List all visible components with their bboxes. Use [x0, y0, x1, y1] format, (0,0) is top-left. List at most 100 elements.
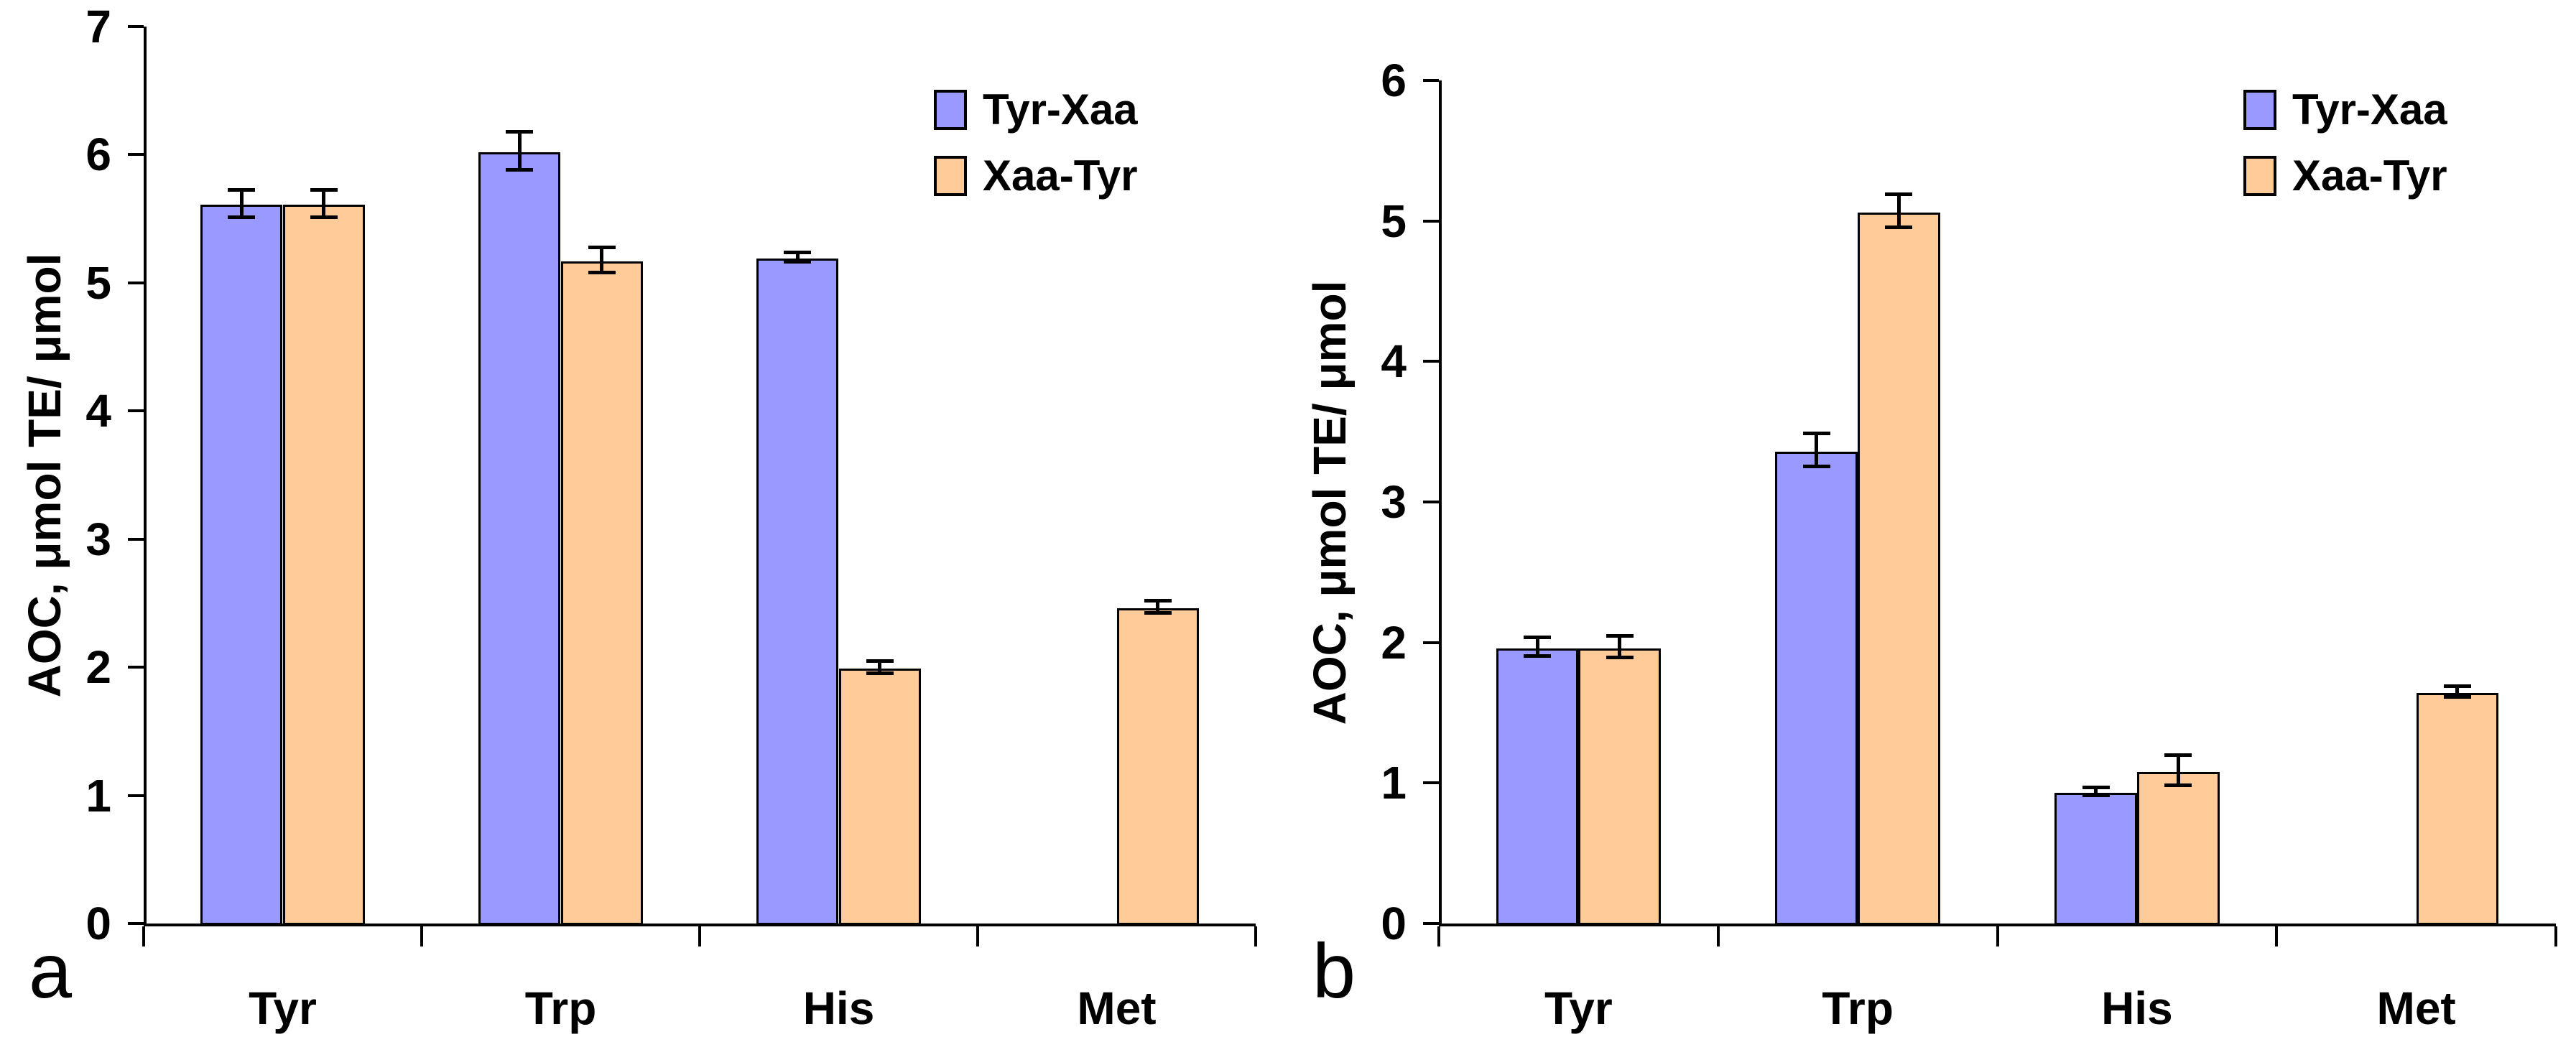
y-axis-tick	[1423, 79, 1439, 82]
x-axis-tick	[1254, 926, 1257, 946]
error-bar-cap-bottom	[1802, 465, 1830, 469]
chart-panel-a: AOC, μmol TE/ μmol 0 1 2 3 4 5 6 7 Tyr Trp His Met …	[19, 1, 1257, 1034]
y-tick-label: 6	[1381, 55, 1407, 106]
legend-item-tyr-xaa: Tyr-Xaa	[2243, 88, 2447, 132]
y-tick-label: 4	[85, 385, 111, 437]
y-tick-label: 0	[1381, 898, 1407, 949]
chart-panel-b: AOC, μmol TE/ μmol 0 1 2 3 4 5 6 Tyr Trp His Met T…	[1288, 0, 2576, 1042]
error-bar-cap-bottom	[1524, 654, 1552, 659]
error-bar-cap-bottom	[1885, 225, 1913, 230]
y-axis-tick	[128, 153, 144, 157]
legend-label: Tyr-Xaa	[983, 85, 1138, 134]
y-axis-tick	[1423, 219, 1439, 223]
x-axis-tick	[420, 926, 423, 946]
y-tick-label: 5	[1381, 195, 1407, 247]
x-axis-line	[1439, 924, 2556, 926]
bar-xaa-tyr-tyr	[282, 205, 365, 925]
bar-xaa-tyr-his	[838, 669, 921, 925]
error-bar-cap-top	[1524, 635, 1552, 639]
error-bar-cap-bottom	[2082, 793, 2110, 797]
error-bar-cap-top	[1606, 633, 1634, 638]
error-bar	[517, 131, 522, 170]
error-bar-cap-bottom	[866, 671, 894, 676]
error-bar	[2176, 755, 2180, 786]
x-axis-tick	[142, 926, 145, 946]
error-bar	[795, 252, 800, 263]
error-bar-cap-bottom	[588, 270, 616, 274]
legend-label: Xaa-Tyr	[983, 152, 1138, 200]
plot-area: 0 1 2 3 4 5 6 Tyr Trp His Met	[1288, 0, 2576, 1042]
bar-xaa-tyr-met	[2416, 693, 2499, 925]
y-axis-tick	[128, 25, 144, 28]
error-bar	[322, 189, 326, 218]
error-bar-cap-bottom	[228, 215, 256, 219]
error-bar	[1815, 433, 1819, 467]
bar-xaa-tyr-met	[1116, 608, 1199, 925]
bar-xaa-tyr-his	[2136, 771, 2220, 925]
legend-label: Xaa-Tyr	[2292, 152, 2447, 200]
plot-area: 0 1 2 3 4 5 6 7 Tyr Trp His Met	[85, 1, 1257, 1034]
x-axis-tick	[2275, 926, 2279, 946]
error-bar-cap-top	[2443, 684, 2471, 689]
y-tick-label: 2	[85, 641, 111, 694]
x-axis-tick	[1996, 926, 1999, 946]
error-bar	[878, 661, 882, 674]
y-tick-label: 5	[85, 256, 111, 309]
y-axis-tick	[128, 537, 144, 541]
bar-tyr-xaa-his	[2054, 793, 2137, 925]
y-axis-tick	[128, 666, 144, 669]
error-bar	[600, 246, 604, 273]
legend-swatch-xaa-tyr	[2243, 156, 2276, 196]
y-axis-line	[144, 27, 147, 926]
bar-tyr-xaa-tyr	[1496, 648, 1579, 925]
error-bar-cap-bottom	[1606, 656, 1634, 660]
legend-item-tyr-xaa: Tyr-Xaa	[934, 88, 1138, 132]
error-bar-cap-top	[1885, 192, 1913, 197]
error-bar-cap-top	[2082, 786, 2110, 790]
y-axis-tick	[1423, 360, 1439, 363]
legend-swatch-xaa-tyr	[934, 156, 967, 196]
x-axis-tick	[2554, 926, 2557, 946]
legend-swatch-tyr-xaa	[2243, 90, 2276, 130]
error-bar-cap-bottom	[310, 215, 338, 219]
y-tick-label: 4	[1381, 335, 1407, 388]
bar-tyr-xaa-trp	[1775, 451, 1858, 925]
y-tick-label: 1	[1381, 757, 1407, 809]
y-tick-label: 7	[85, 1, 111, 52]
x-category-label: Trp	[1822, 982, 1894, 1034]
error-bar-cap-top	[228, 187, 256, 192]
legend-swatch-tyr-xaa	[934, 90, 967, 130]
y-axis-line	[1439, 80, 1442, 926]
error-bar	[1896, 194, 1901, 228]
error-bar-cap-bottom	[2164, 783, 2192, 788]
legend: Tyr-Xaa Xaa-Tyr	[934, 88, 1138, 198]
y-axis-tick	[1423, 641, 1439, 644]
y-axis-tick	[128, 409, 144, 413]
x-axis-tick	[1437, 926, 1440, 946]
error-bar-cap-top	[866, 659, 894, 664]
error-bar-cap-bottom	[506, 167, 534, 172]
x-category-label: Met	[2376, 982, 2456, 1034]
y-tick-label: 3	[1381, 476, 1407, 528]
bar-tyr-xaa-his	[756, 259, 839, 925]
y-tick-label: 0	[85, 898, 111, 949]
x-category-label: Met	[1077, 982, 1157, 1034]
error-bar-cap-top	[1144, 599, 1172, 603]
y-tick-label: 3	[85, 513, 111, 565]
y-tick-label: 1	[85, 769, 111, 822]
x-category-label: Trp	[524, 982, 597, 1034]
y-tick-label: 2	[1381, 616, 1407, 669]
legend: Tyr-Xaa Xaa-Tyr	[2243, 88, 2447, 198]
x-axis-tick	[1716, 926, 1720, 946]
legend-label: Tyr-Xaa	[2292, 85, 2447, 134]
error-bar	[2455, 686, 2460, 697]
error-bar	[1618, 635, 1622, 659]
bar-xaa-tyr-trp	[1858, 212, 1940, 925]
legend-item-xaa-tyr: Xaa-Tyr	[2243, 154, 2447, 198]
x-axis-tick	[698, 926, 701, 946]
error-bar-cap-bottom	[2443, 694, 2471, 699]
y-axis-tick	[1423, 922, 1439, 925]
y-axis-tick	[1423, 501, 1439, 503]
y-axis-tick	[128, 922, 144, 925]
error-bar-cap-bottom	[1144, 611, 1172, 615]
